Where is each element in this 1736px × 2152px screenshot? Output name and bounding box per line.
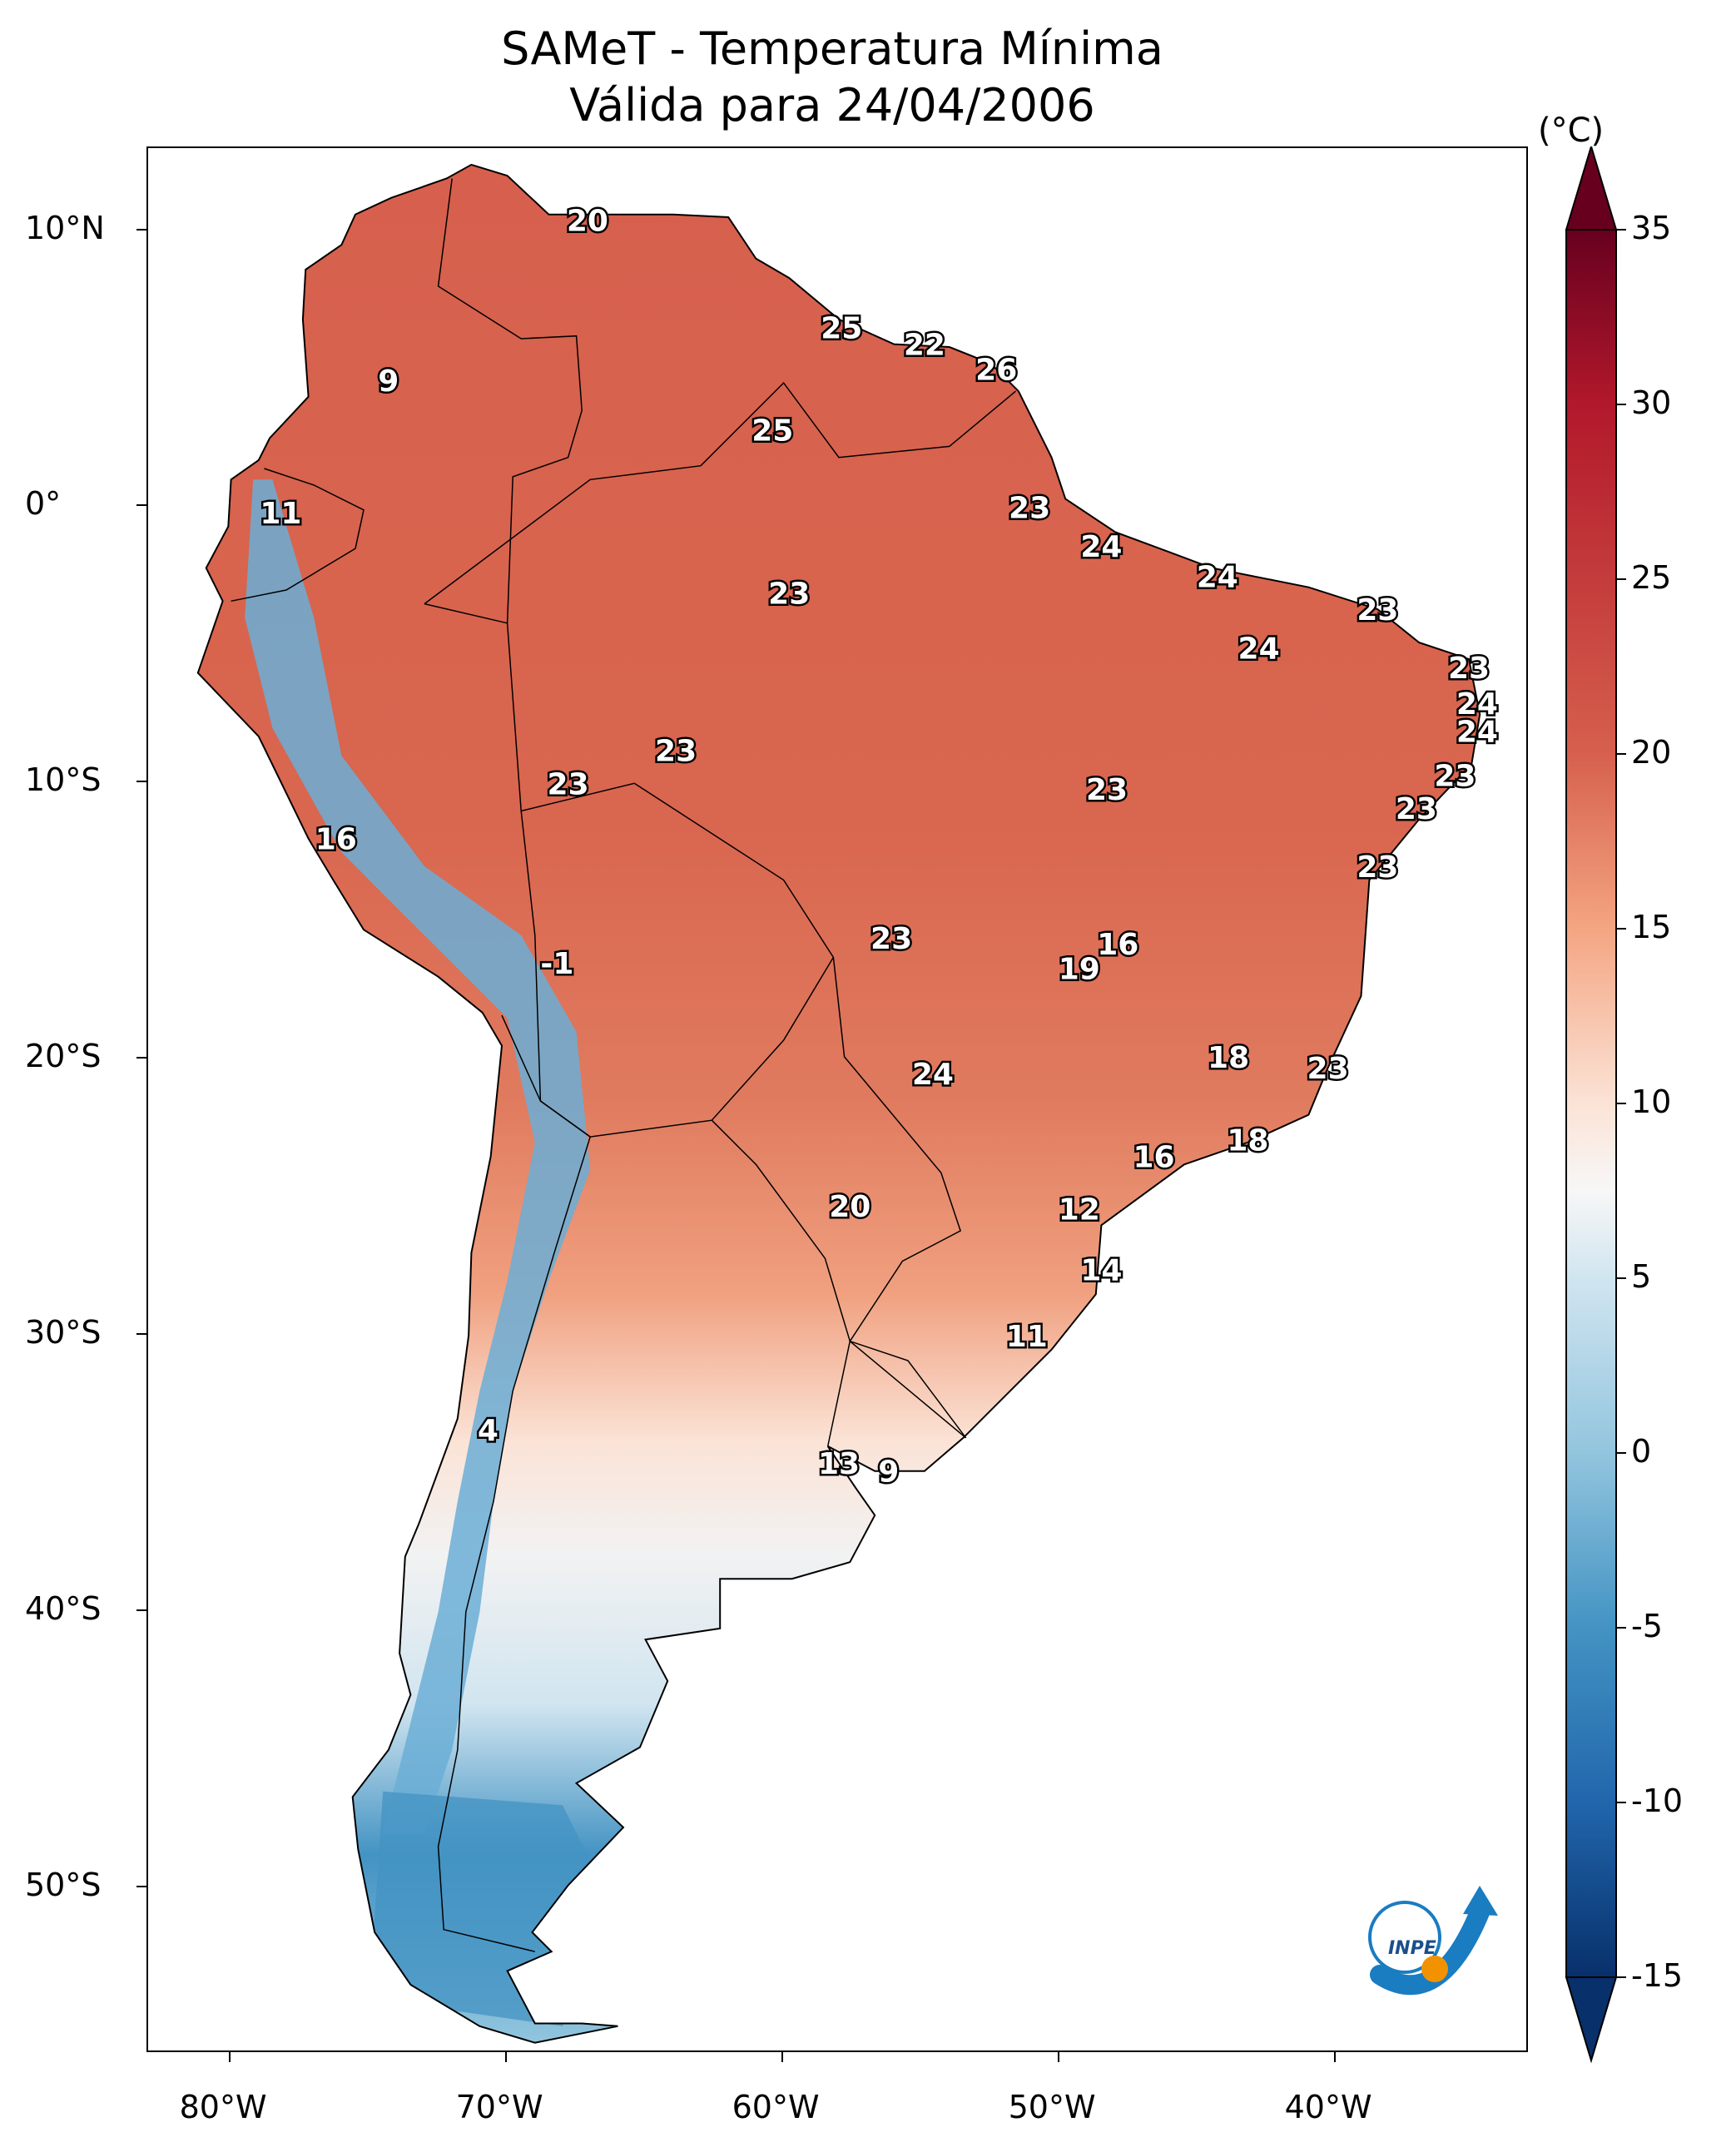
temperature-label: 23	[1396, 792, 1437, 826]
temperature-label: 20	[829, 1190, 870, 1224]
temperature-label: 13	[818, 1447, 860, 1481]
temperature-label: 24	[1456, 715, 1498, 749]
colorbar	[1565, 146, 1626, 2064]
temperature-label: 24	[1197, 560, 1238, 594]
map-subtitle: Válida para 24/04/2006	[569, 79, 1095, 131]
temperature-label: 16	[1097, 928, 1138, 962]
temperature-label: 22	[904, 329, 945, 363]
border-line	[711, 1119, 851, 1341]
lat-tick-label: 20°S	[25, 1038, 102, 1075]
lat-tick-mark	[136, 1333, 146, 1336]
map-panel: 20 25 22 26 9 25 23 11 24 24 23 23 24 23 24 24 23 23 23 23 2…	[146, 146, 1528, 2052]
lon-tick-label: 80°W	[179, 2089, 267, 2125]
lat-tick-mark	[136, 1057, 146, 1059]
temperature-label: 24	[1080, 530, 1122, 564]
temperature-label: 23	[1086, 773, 1128, 807]
lon-tick-mark	[228, 2052, 231, 2062]
colorbar-tick-label: 30	[1631, 384, 1672, 421]
temperature-label: 12	[1059, 1193, 1100, 1227]
colorbar-tick-label: 25	[1631, 559, 1672, 596]
colorbar-extend-min	[1565, 1976, 1618, 2064]
border-line	[424, 381, 1016, 605]
temperature-label: 23	[1357, 593, 1398, 627]
temperature-label: 16	[1133, 1140, 1174, 1174]
temperature-label: 25	[821, 312, 862, 346]
lon-tick-label: 50°W	[1008, 2089, 1096, 2125]
temperature-label: 23	[548, 767, 589, 801]
temperature-label: 14	[1080, 1253, 1122, 1287]
temperature-label: 9	[378, 364, 399, 399]
border-line	[424, 602, 967, 1439]
border-line	[437, 178, 583, 623]
temperature-label: 23	[1448, 652, 1490, 686]
colorbar-tick-label: 15	[1631, 909, 1672, 945]
colorbar-tick-label: 0	[1631, 1433, 1652, 1470]
border-line	[437, 1014, 592, 1952]
lat-tick-mark	[136, 504, 146, 507]
colorbar-tick-label: 20	[1631, 734, 1672, 771]
colorbar-body	[1565, 229, 1617, 1978]
lon-tick-label: 60°W	[732, 2089, 820, 2125]
map-title: SAMeT - Temperatura Mínima	[501, 22, 1163, 75]
temperature-label: 19	[1059, 953, 1100, 987]
temperature-label: 9	[878, 1455, 899, 1490]
temperature-label: 23	[870, 922, 912, 956]
temperature-label: 11	[1006, 1320, 1048, 1354]
inpe-logo: INPE	[1368, 1886, 1498, 1996]
logo-text: INPE	[1388, 1938, 1436, 1959]
temperature-label: 4	[478, 1414, 498, 1448]
colorbar-tick-label: -15	[1631, 1957, 1684, 1994]
lat-tick-label: 50°S	[25, 1866, 102, 1903]
colorbar-extend-max	[1565, 146, 1618, 231]
border-line	[231, 468, 365, 602]
lat-tick-label: 0°	[25, 485, 62, 523]
coastline	[196, 163, 1481, 2044]
lat-tick-label: 40°S	[25, 1589, 102, 1627]
temperature-label: 16	[315, 823, 357, 857]
colorbar-tick-label: -10	[1631, 1783, 1684, 1819]
lon-tick-label: 70°W	[455, 2089, 543, 2125]
temperature-label: 26	[975, 354, 1017, 388]
colorbar-tick-label: 5	[1631, 1258, 1652, 1295]
temperature-label: 11	[260, 497, 301, 531]
temperature-label: 23	[655, 735, 697, 769]
lat-tick-label: 10°N	[25, 209, 105, 246]
temperature-label: 24	[1456, 687, 1498, 721]
colorbar-tick-label: 10	[1631, 1083, 1672, 1120]
temperature-label: -1	[540, 947, 573, 981]
temperature-label: 20	[567, 204, 608, 238]
lon-tick-mark	[1333, 2052, 1336, 2062]
temperature-label: 18	[1227, 1124, 1268, 1158]
lon-tick-label: 40°W	[1284, 2089, 1372, 2125]
andes-cold-region	[245, 479, 591, 1833]
lon-tick-mark	[504, 2052, 507, 2062]
temperature-label: 24	[912, 1058, 954, 1092]
lat-tick-label: 30°S	[25, 1314, 102, 1351]
temperature-label: 23	[1434, 759, 1476, 793]
temperature-label: 23	[1009, 491, 1050, 525]
lat-tick-mark	[136, 781, 146, 783]
temperature-label: 23	[1357, 850, 1398, 885]
temperature-label: 24	[1238, 632, 1280, 667]
lon-tick-mark	[781, 2052, 783, 2062]
lat-tick-mark	[136, 1609, 146, 1611]
lon-tick-mark	[1057, 2052, 1059, 2062]
colorbar-unit: (°C)	[1538, 112, 1605, 150]
south-america-landmass	[197, 164, 1481, 2043]
border-line	[826, 1340, 967, 1447]
lat-tick-mark	[136, 228, 146, 231]
colorbar-tick-label: 35	[1631, 210, 1672, 246]
temperature-label: 23	[768, 577, 810, 611]
temperature-label: 18	[1208, 1041, 1249, 1075]
lat-tick-label: 10°S	[25, 761, 102, 799]
temperature-label: 25	[751, 414, 793, 449]
temperature-label: 23	[1307, 1052, 1349, 1086]
lat-tick-mark	[136, 1885, 146, 1887]
colorbar-tick-label: -5	[1631, 1608, 1663, 1644]
